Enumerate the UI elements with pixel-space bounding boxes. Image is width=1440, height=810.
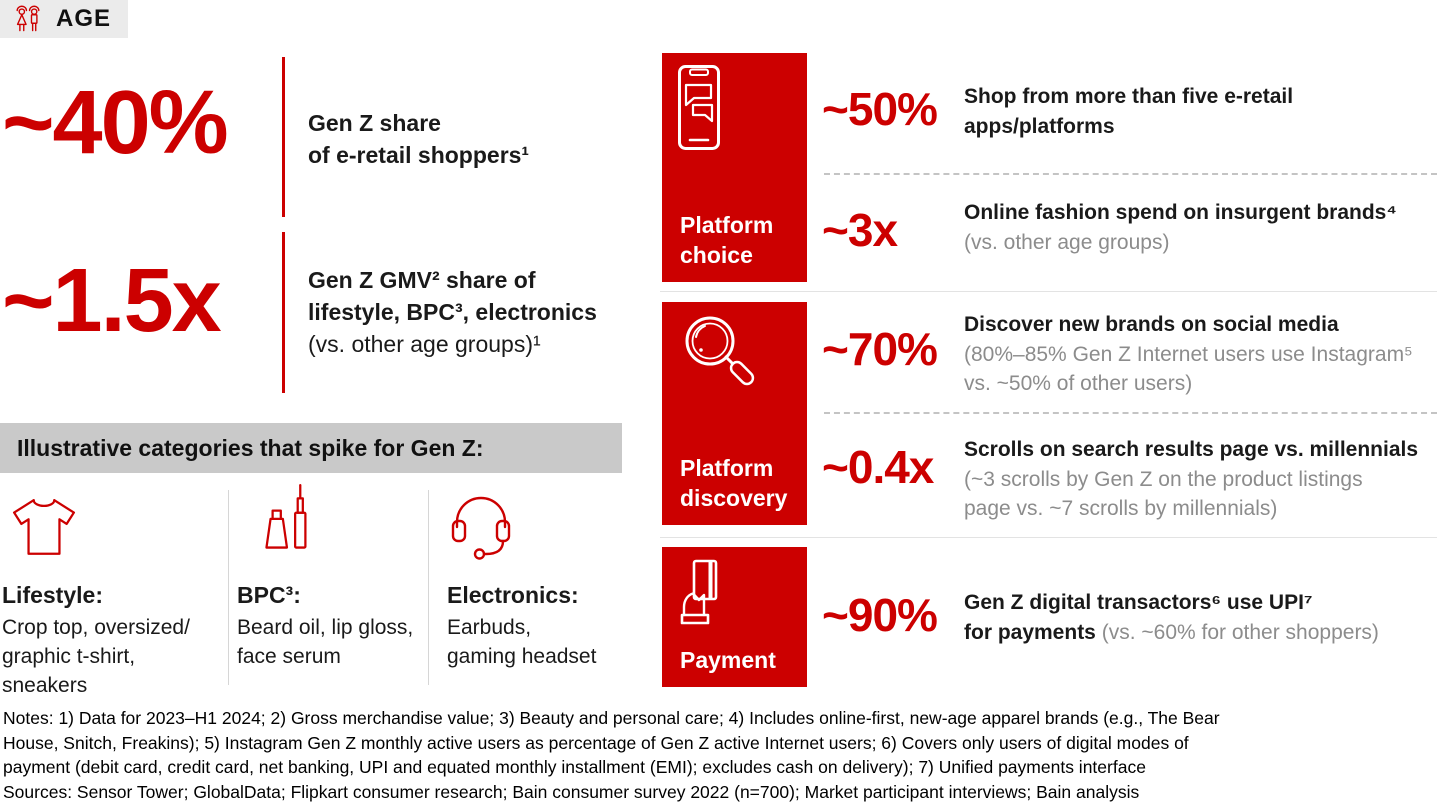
stat-value-apps: ~50% — [822, 83, 938, 135]
dashed-divider — [824, 173, 1437, 175]
category-label: BPC³: — [237, 582, 301, 608]
tshirt-icon — [10, 494, 78, 560]
category-divider — [428, 490, 429, 685]
genz-gmv-value: ~1.5x — [2, 251, 222, 351]
footnotes: Notes: 1) Data for 2023–H1 2024; 2) Gros… — [3, 708, 1220, 802]
stat-value-social: ~70% — [822, 323, 938, 375]
category-label: Electronics: — [447, 582, 579, 608]
platform-choice-label: Platform choice — [680, 212, 774, 268]
categories-bar-title: Illustrative categories that spike for G… — [0, 423, 622, 473]
stat-value-upi: ~90% — [822, 589, 938, 641]
platform-choice-box: Platform choice — [662, 53, 807, 282]
genz-share-value: ~40% — [2, 73, 229, 173]
category-lifestyle: Lifestyle: Crop top, oversized/ graphic … — [2, 580, 217, 700]
category-bpc: BPC³: Beard oil, lip gloss, face serum — [237, 580, 452, 671]
genz-gmv-description: Gen Z GMV² share of lifestyle, BPC³, ele… — [308, 267, 597, 357]
payment-label: Payment — [680, 647, 776, 673]
payment-box: Payment — [662, 547, 807, 687]
platform-discovery-box: Platform discovery — [662, 302, 807, 525]
stat-text-upi: Gen Z digital transactors⁶ use UPI⁷ for … — [964, 591, 1379, 644]
magnifier-icon — [680, 313, 758, 393]
category-electronics: Electronics: Earbuds, gaming headset — [447, 580, 662, 671]
red-divider-line — [282, 232, 285, 393]
red-divider-line — [282, 57, 285, 217]
stat-text-social: Discover new brands on social media (80%… — [964, 313, 1413, 395]
two-people-icon — [11, 5, 45, 33]
genz-share-description: Gen Z share of e-retail shoppers¹ — [308, 110, 530, 168]
stat-text-scrolls: Scrolls on search results page vs. mille… — [964, 438, 1419, 520]
category-label: Lifestyle: — [2, 582, 103, 608]
section-divider — [660, 537, 1437, 538]
age-label: AGE — [56, 5, 112, 32]
stat-value-insurgent: ~3x — [822, 204, 898, 256]
hand-card-icon — [678, 559, 722, 639]
stat-value-scrolls: ~0.4x — [822, 441, 934, 493]
headset-icon — [447, 490, 515, 564]
category-items: Beard oil, lip gloss, face serum — [237, 616, 414, 668]
category-divider — [228, 490, 229, 685]
stat-text-insurgent: Online fashion spend on insurgent brands… — [964, 201, 1397, 254]
age-badge: AGE — [0, 0, 128, 38]
category-items: Crop top, oversized/ graphic t-shirt, sn… — [2, 616, 190, 697]
smartphone-chat-icon — [678, 65, 720, 150]
category-items: Earbuds, gaming headset — [447, 616, 597, 668]
stat-text-apps: Shop from more than five e-retail apps/p… — [964, 85, 1294, 138]
dashed-divider — [824, 412, 1437, 414]
platform-discovery-label: Platform discovery — [680, 455, 788, 511]
section-divider — [660, 291, 1437, 292]
cosmetics-icon — [256, 482, 322, 566]
